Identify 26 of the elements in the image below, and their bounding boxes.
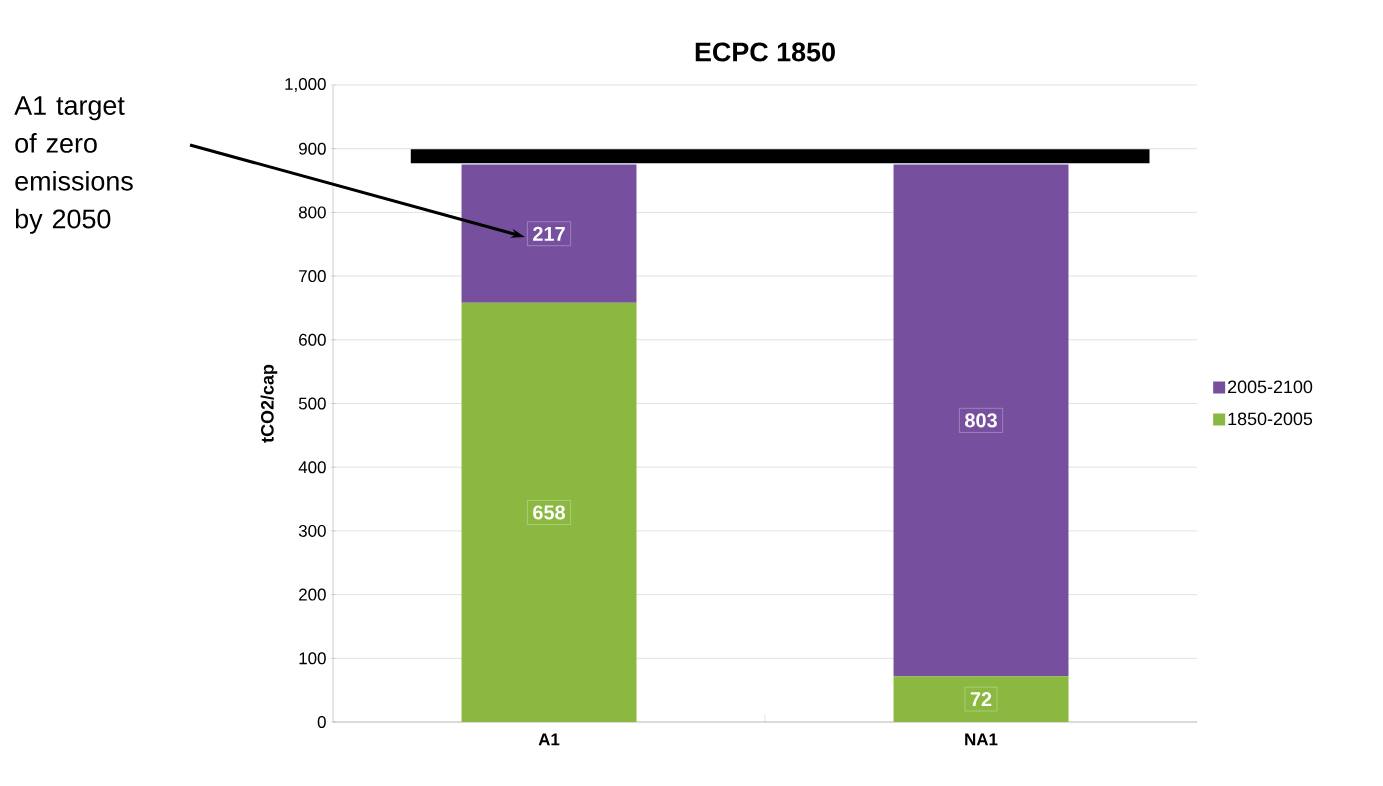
chart-title: ECPC 1850 — [695, 42, 835, 62]
y-axis-title: tCO2/cap — [260, 364, 278, 443]
y-tick-label: 500 — [298, 397, 326, 410]
y-tick-label: 900 — [299, 142, 326, 155]
legend-label: 2005-2100 — [1228, 380, 1313, 394]
y-tick-label: 400 — [298, 461, 326, 474]
y-tick-label: 300 — [298, 524, 326, 537]
y-tick-label: 800 — [298, 206, 326, 219]
y-tick-label: 600 — [299, 333, 326, 346]
y-tick-label: 200 — [299, 588, 326, 601]
data-label: 217 — [533, 226, 565, 241]
bar — [893, 164, 1069, 677]
data-label: 803 — [965, 413, 997, 428]
y-tick-label: 700 — [299, 270, 326, 283]
legend-label: 1850-2005 — [1228, 412, 1313, 426]
x-tick-label: A1 — [538, 733, 560, 746]
y-tick-label: 100 — [299, 652, 326, 665]
bar — [461, 302, 637, 722]
data-label: 658 — [533, 505, 566, 520]
data-label: 72 — [970, 692, 992, 707]
y-tick-label: 0 — [317, 716, 326, 728]
bar — [893, 676, 1069, 722]
text: A1 target of zero emissions by 2050 — [14, 96, 133, 234]
bar — [461, 164, 637, 303]
x-tick-label: NA1 — [965, 733, 998, 746]
y-tick-label: 1,000 — [285, 77, 326, 92]
